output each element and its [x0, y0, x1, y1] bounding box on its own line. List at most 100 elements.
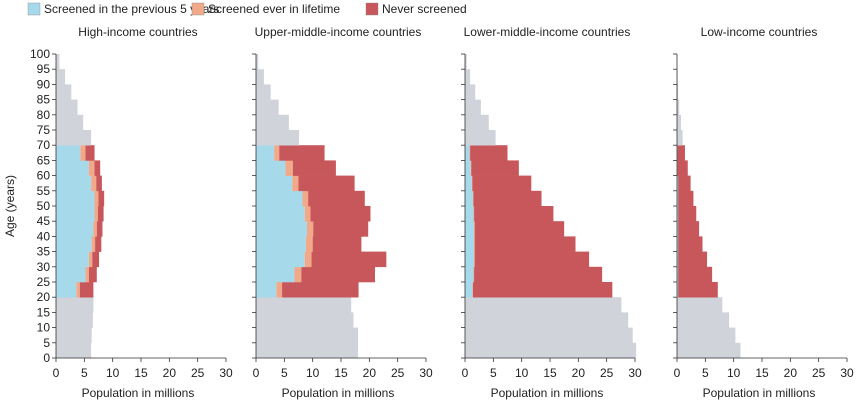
bar-outside-age-range-age-0-4	[56, 342, 92, 359]
bar-screened-in-the-previous-5-years-age-25-29	[256, 266, 295, 283]
y-tick-label-30: 30	[37, 260, 51, 274]
bar-outside-age-range-age-75-79	[677, 114, 681, 131]
bar-outside-age-range-age-85-89	[256, 84, 271, 100]
bar-screened-ever-in-lifetime-age-55-59	[471, 175, 473, 192]
x-axis-title: Population in millions	[491, 386, 604, 400]
legend-label-screened-in-the-previous-5-years: Screened in the previous 5 years	[44, 2, 219, 16]
y-tick-label-45: 45	[37, 214, 51, 228]
bar-outside-age-range-age-5-9	[465, 327, 633, 344]
x-tick-label-30: 30	[840, 366, 854, 380]
bar-screened-ever-in-lifetime-age-65-69	[274, 145, 280, 161]
bar-never-screened-age-55-59	[298, 175, 355, 192]
bar-screened-in-the-previous-5-years-age-45-49	[677, 206, 679, 222]
bar-never-screened-age-20-24	[282, 282, 359, 298]
y-tick-label-50: 50	[37, 199, 51, 213]
bar-outside-age-range-age-85-89	[677, 84, 679, 100]
y-tick-label-80: 80	[37, 108, 51, 122]
x-tick-label-5: 5	[490, 366, 497, 380]
bar-never-screened-age-55-59	[678, 175, 691, 192]
chart-panels: 0 5 10 15 20 25 300510152025303540455055606570…	[3, 25, 854, 400]
y-tick-label-100: 100	[30, 47, 50, 61]
y-tick-label-15: 15	[37, 305, 51, 319]
x-tick-label-30: 30	[419, 366, 433, 380]
bar-never-screened-age-65-69	[85, 145, 95, 161]
panel-title: Low-income countries	[701, 25, 818, 39]
bar-never-screened-age-65-69	[677, 145, 685, 161]
legend-swatch-never-screened	[365, 2, 379, 16]
bar-outside-age-range-age-90-94	[56, 69, 66, 85]
y-tick-label-85: 85	[37, 93, 51, 107]
bar-outside-age-range-age-15-19	[256, 297, 352, 313]
bar-screened-ever-in-lifetime-age-55-59	[292, 175, 299, 192]
bar-screened-in-the-previous-5-years-age-40-44	[465, 221, 475, 237]
y-axis-title: Age (years)	[3, 175, 17, 237]
bar-screened-in-the-previous-5-years-age-25-29	[56, 266, 86, 283]
bar-screened-ever-in-lifetime-age-40-44	[474, 221, 475, 237]
x-tick-label-0: 0	[462, 366, 469, 380]
bar-never-screened-age-60-64	[292, 160, 336, 176]
bar-outside-age-range-age-95-99	[256, 54, 259, 70]
bar-outside-age-range-age-10-14	[677, 312, 730, 328]
panel-low-income-countries: 0 5 10 15 20 25 30 Low-income countries Populati…	[673, 25, 854, 400]
bar-screened-ever-in-lifetime-age-60-64	[285, 160, 293, 176]
bar-screened-in-the-previous-5-years-age-35-39	[677, 236, 679, 252]
bar-screened-ever-in-lifetime-age-50-54	[94, 190, 99, 207]
bar-screened-ever-in-lifetime-age-25-29	[294, 266, 302, 283]
bar-never-screened-age-30-34	[678, 251, 708, 268]
bar-screened-in-the-previous-5-years-age-20-24	[677, 282, 679, 298]
bar-outside-age-range-age-85-89	[56, 84, 72, 100]
bar-screened-ever-in-lifetime-age-60-64	[88, 160, 95, 176]
bar-never-screened-age-45-49	[474, 206, 554, 222]
bar-never-screened-age-20-24	[472, 282, 613, 298]
bar-screened-ever-in-lifetime-age-50-54	[472, 190, 474, 207]
bar-never-screened-age-35-39	[312, 236, 362, 252]
bar-screened-ever-in-lifetime-age-30-34	[304, 251, 312, 268]
bar-screened-ever-in-lifetime-age-25-29	[473, 266, 475, 283]
bar-screened-ever-in-lifetime-age-65-69	[469, 145, 471, 161]
bar-never-screened-age-35-39	[474, 236, 576, 252]
y-tick-label-20: 20	[37, 290, 51, 304]
x-tick-label-10: 10	[106, 366, 120, 380]
bar-screened-in-the-previous-5-years-age-60-64	[256, 160, 286, 176]
bar-never-screened-age-60-64	[94, 160, 101, 176]
bar-screened-in-the-previous-5-years-age-45-49	[256, 206, 305, 222]
bar-never-screened-age-50-54	[308, 190, 365, 207]
bar-screened-in-the-previous-5-years-age-20-24	[465, 282, 473, 298]
y-tick-label-75: 75	[37, 123, 51, 137]
bar-screened-ever-in-lifetime-age-55-59	[91, 175, 97, 192]
bar-never-screened-age-45-49	[678, 206, 697, 222]
bar-screened-in-the-previous-5-years-age-50-54	[677, 190, 679, 207]
y-tick-label-65: 65	[37, 153, 51, 167]
legend-swatch-screened-in-the-previous-5-years	[27, 2, 41, 16]
bar-never-screened-age-35-39	[678, 236, 703, 252]
bar-screened-in-the-previous-5-years-age-60-64	[465, 160, 471, 176]
bar-outside-age-range-age-70-74	[465, 130, 496, 146]
y-tick-label-0: 0	[43, 351, 50, 365]
y-tick-label-60: 60	[37, 169, 51, 183]
x-axis-title: Population in millions	[282, 386, 395, 400]
y-tick-label-95: 95	[37, 62, 51, 76]
bar-outside-age-range-age-70-74	[56, 130, 92, 146]
x-tick-label-20: 20	[363, 366, 377, 380]
bar-outside-age-range-age-15-19	[465, 297, 622, 313]
y-tick-label-10: 10	[37, 321, 51, 335]
bar-outside-age-range-age-15-19	[56, 297, 94, 313]
x-tick-label-0: 0	[253, 366, 260, 380]
legend-label-screened-ever-in-lifetime: Screened ever in lifetime	[208, 2, 340, 16]
bar-never-screened-age-25-29	[301, 266, 375, 283]
bar-never-screened-age-25-29	[678, 266, 713, 283]
x-tick-label-15: 15	[334, 366, 348, 380]
bar-screened-in-the-previous-5-years-age-30-34	[56, 251, 89, 268]
bar-outside-age-range-age-85-89	[465, 84, 476, 100]
bar-never-screened-age-30-34	[92, 251, 100, 268]
bar-never-screened-age-50-54	[98, 190, 105, 207]
bar-screened-ever-in-lifetime-age-30-34	[88, 251, 93, 268]
y-tick-label-5: 5	[43, 336, 50, 350]
legend: Screened in the previous 5 yearsScreened…	[27, 2, 467, 16]
bar-never-screened-age-45-49	[310, 206, 371, 222]
bar-outside-age-range-age-80-84	[256, 99, 279, 116]
bar-screened-in-the-previous-5-years-age-50-54	[465, 190, 473, 207]
bar-outside-age-range-age-5-9	[677, 327, 736, 344]
legend-swatch-screened-ever-in-lifetime	[191, 2, 205, 16]
